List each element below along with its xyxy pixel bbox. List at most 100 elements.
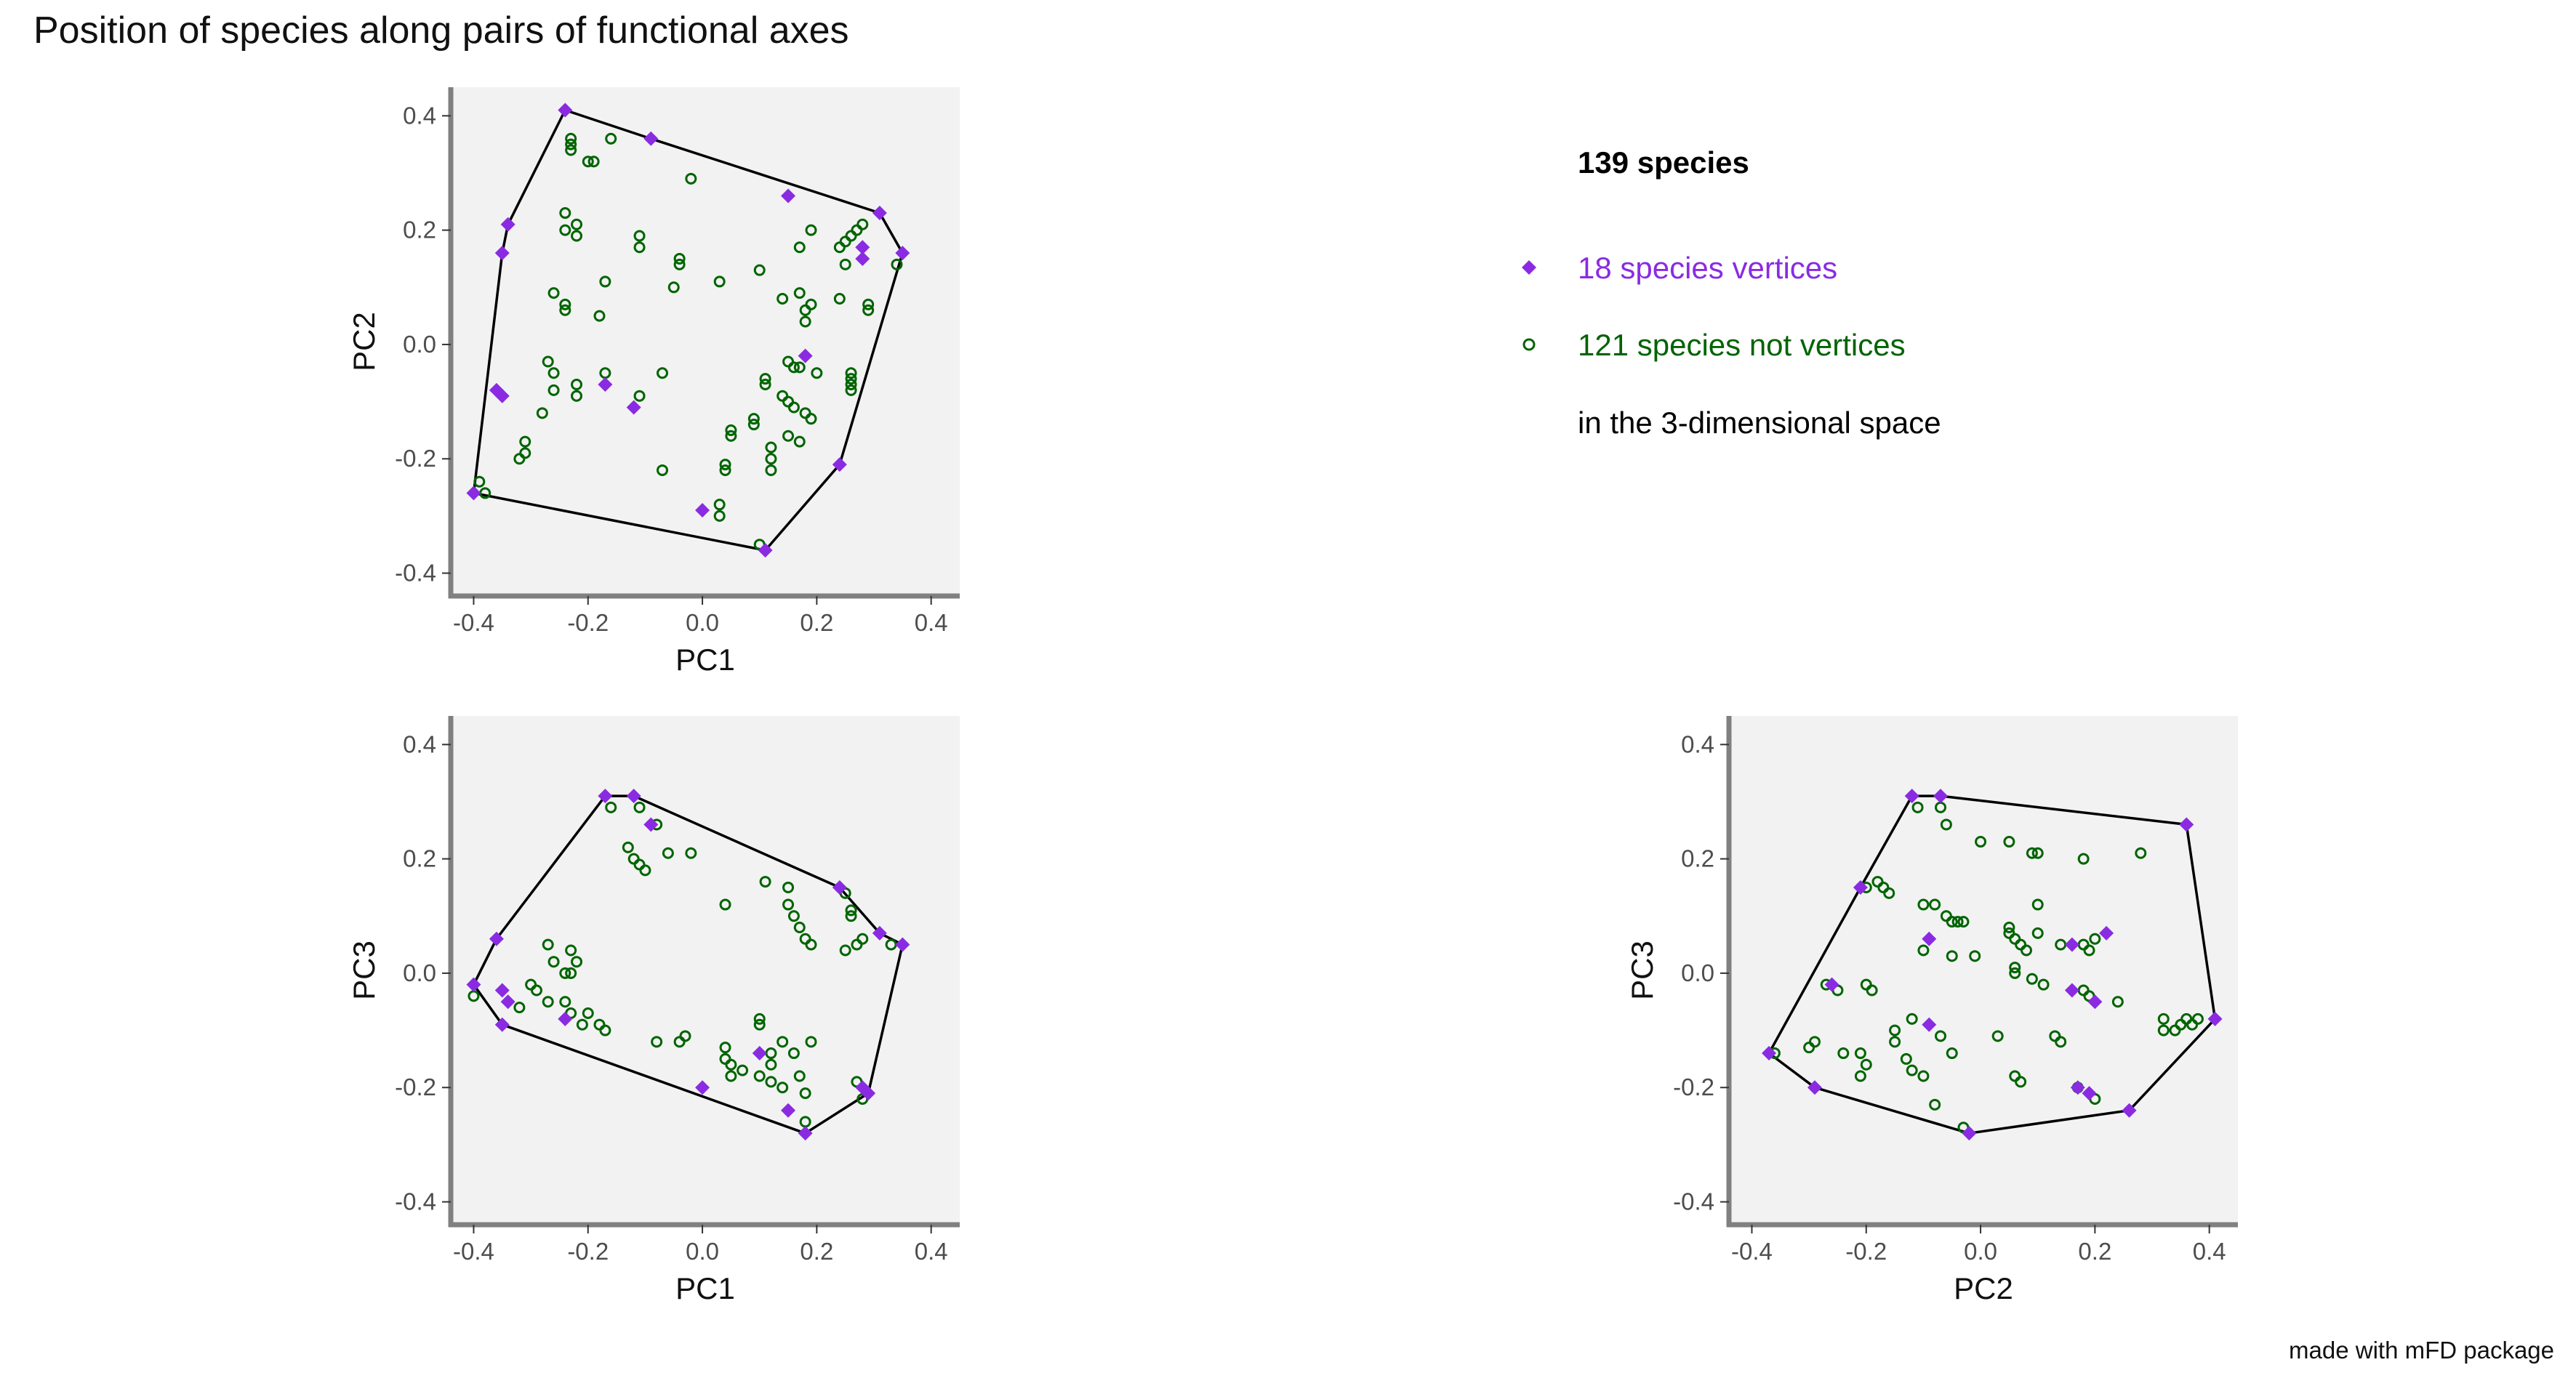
species-point-nonvertex [2055,1036,2067,1048]
species-point-vertex [781,188,796,204]
species-point-nonvertex [2157,1012,2170,1025]
legend-vertices-label: 18 species vertices [1578,251,1837,285]
species-point-nonvertex [2003,922,2015,934]
y-tick-label: 0.0 [1681,959,1714,986]
species-point-nonvertex [805,1036,817,1048]
species-point-nonvertex [1866,984,1878,996]
species-point-nonvertex [2169,1024,2181,1036]
species-point-nonvertex [799,304,811,316]
species-point-vertex [2064,983,2079,998]
species-point-nonvertex [725,1070,737,1082]
y-tick-label: 0.4 [403,730,436,757]
species-point-nonvertex [725,1058,737,1071]
species-point-nonvertex [1906,1012,1918,1025]
species-point-nonvertex [1889,1024,1901,1036]
scatter-panel-pc1-pc3: -0.4 -0.2 0.0 0.2 0.4 -0.4 -0.2 0.0 0.2 0.4 PC1 PC3 [347,716,960,1305]
y-tick-label: 0.4 [403,102,436,129]
species-point-vertex [798,1126,813,1141]
species-point-vertex [861,1086,876,1101]
species-point-nonvertex [811,367,823,379]
species-point-nonvertex [2089,933,2101,945]
species-point-nonvertex [605,132,617,145]
species-point-nonvertex [799,315,811,328]
species-point-nonvertex [2026,973,2038,985]
species-point-nonvertex [765,1076,777,1088]
species-point-nonvertex [1957,916,1970,928]
x-tick-label: -0.2 [567,609,609,636]
y-tick-label: 0.4 [1681,730,1714,757]
species-point-nonvertex [2026,847,2038,859]
species-point-nonvertex [1991,1030,2004,1042]
species-point-nonvertex [845,373,857,385]
species-point-vertex [643,131,659,146]
species-point-nonvertex [805,224,817,236]
species-point-vertex [1933,789,1949,804]
species-point-nonvertex [759,378,771,390]
species-point-vertex [494,246,510,261]
species-point-nonvertex [673,258,686,270]
x-tick-label: 0.0 [686,609,719,636]
species-point-nonvertex [753,1012,766,1025]
species-point-nonvertex [547,287,560,299]
scatter-panel-pc2-pc3: -0.4 -0.2 0.0 0.2 0.4 -0.4 -0.2 0.0 0.2 0.4 PC2 PC3 [1625,716,2238,1305]
species-point-vertex [466,486,481,501]
species-point-nonvertex [2111,996,2124,1008]
y-tick-label: -0.4 [395,1188,436,1215]
species-point-nonvertex [782,898,795,911]
species-point-nonvertex [787,401,800,414]
x-tick-label: -0.4 [1731,1238,1773,1265]
species-point-nonvertex [599,275,611,288]
species-point-nonvertex [685,847,697,859]
species-point-nonvertex [633,801,646,813]
species-point-vertex [2070,1080,2085,1095]
species-point-vertex [855,251,870,266]
species-point-vertex [626,400,641,415]
y-tick-label: -0.4 [1673,1188,1714,1215]
species-point-vertex [598,377,613,392]
species-point-nonvertex [547,956,560,968]
x-tick-label: 0.0 [1964,1238,1997,1265]
legend-nonvertices-label: 121 species not vertices [1578,328,1906,362]
species-point-vertex [752,1046,767,1061]
species-point-nonvertex [2031,847,2044,859]
species-point-nonvertex [599,1024,611,1036]
species-point-nonvertex [713,275,726,288]
species-point-vertex [1807,1080,1822,1095]
species-point-vertex [1762,1046,1777,1061]
x-tick-label: 0.4 [915,1238,948,1265]
species-point-vertex [2179,817,2194,832]
species-point-nonvertex [673,252,686,265]
species-point-nonvertex [571,218,583,230]
species-point-nonvertex [536,407,548,419]
species-point-nonvertex [839,944,851,957]
species-point-vertex [872,925,887,941]
species-point-nonvertex [565,132,577,145]
legend-space-label: in the 3-dimensional space [1578,406,1941,440]
species-point-nonvertex [793,287,806,299]
species-point-nonvertex [582,1007,594,1019]
species-point-nonvertex [2009,962,2021,974]
species-point-vertex [855,240,870,255]
species-point-nonvertex [787,361,800,374]
x-tick-label: -0.4 [453,609,494,636]
y-axis-label: PC3 [1625,941,1659,1000]
species-point-nonvertex [759,373,771,385]
species-point-nonvertex [1883,887,1895,899]
species-point-nonvertex [1917,1070,1930,1082]
species-point-nonvertex [667,281,680,294]
species-point-vertex [558,102,573,118]
species-point-nonvertex [559,224,571,236]
species-point-nonvertex [633,241,646,254]
scatter-panel-pc1-pc2: -0.4 -0.2 0.0 0.2 0.4 -0.4 -0.2 0.0 0.2 0.4 PC1 PC2 [347,87,960,677]
species-point-nonvertex [759,876,771,888]
species-point-nonvertex [1929,898,1941,911]
species-point-vertex [489,931,504,946]
x-tick-label: 0.2 [800,1238,833,1265]
species-point-nonvertex [593,310,606,322]
species-point-nonvertex [542,938,554,951]
species-point-vertex [872,206,887,221]
species-point-nonvertex [1951,916,1964,928]
species-point-nonvertex [513,1002,526,1014]
species-point-nonvertex [713,499,726,511]
species-point-vertex [558,1011,573,1026]
